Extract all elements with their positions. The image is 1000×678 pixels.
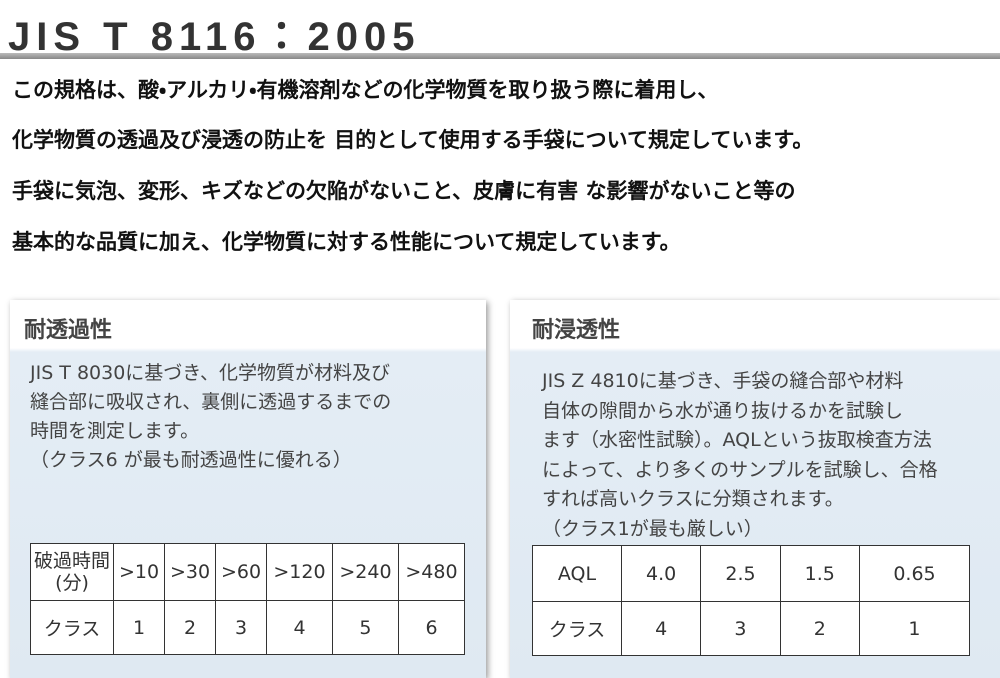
table-cell: 6: [397, 600, 466, 655]
table-cell: >10: [113, 543, 165, 601]
intro-line: この規格は、酸・アルカリ・有機溶剤などの化学物質を取り扱う際に着用し、: [12, 78, 719, 102]
cell-line: 破過時間: [33, 550, 110, 572]
table-cell: 3: [215, 600, 267, 655]
panel-text: （クラス6 が最も耐透過性に優れる）: [30, 449, 352, 471]
spec-table: AQL 4.0 2.5 1.5 0.65 クラス 4 3 2 1: [532, 545, 971, 656]
table-row: クラス 1 2 3 4 5 6: [30, 600, 466, 655]
panel: 耐透過性 JIS T 8030に基づき、化学物質が材料及び 縫合部に吸収され、裏側に…: [10, 300, 486, 678]
table-cell: >30: [164, 543, 216, 601]
table-row: クラス 4 3 2 1: [532, 601, 971, 656]
table-cell: >240: [331, 543, 399, 601]
panel-text: 自体の隙間から水が通り抜けるかを試験し: [542, 399, 904, 422]
row-header: クラス: [30, 600, 114, 655]
panel-text: ます（水密性試験）。AQLという抜取検査方法: [542, 429, 932, 451]
intro-line: 化学物質の透過及び浸透の防止を 目的として使用する手袋について規定しています。: [12, 128, 814, 152]
table-row: AQL 4.0 2.5 1.5 0.65: [532, 545, 971, 602]
table-cell: 4.0: [620, 545, 702, 602]
table-cell: 4: [620, 601, 702, 656]
table-cell: 2.5: [700, 545, 781, 602]
title-rule: [0, 53, 1000, 59]
table-cell: 1: [113, 600, 165, 655]
cell-line: (分): [55, 572, 89, 594]
panel: 耐浸透性 JIS Z 4810に基づき、手袋の縫合部や材料 自体の隙間から水が通り抜…: [510, 300, 1000, 678]
table-cell: 4: [266, 600, 333, 655]
table-cell: >120: [266, 543, 333, 601]
spec-table: 破過時間 (分) >10 >30 >60 >120 >240 >480 クラス 1 2 3 4 5 6: [30, 543, 466, 655]
panel-heading: 耐浸透性: [532, 318, 621, 343]
panel-text: 縫合部に吸収され、裏側に透過するまでの: [30, 391, 392, 413]
table-cell: >60: [215, 543, 267, 601]
panel-text: によって、より多くのサンプルを試験し、合格: [542, 458, 938, 481]
intro-line: 基本的な品質に加え、化学物質に対する性能について規定しています。: [12, 230, 681, 254]
intro-line: 手袋に気泡、変形、キズなどの欠陥がないこと、皮膚に有害 な影響がないこと等の: [12, 179, 796, 203]
row-header: AQL: [532, 545, 622, 602]
panel-heading: 耐透過性: [24, 318, 113, 343]
panel-text: 時間を測定します。: [30, 420, 200, 442]
row-header: クラス: [532, 601, 622, 656]
table-cell: 1.5: [779, 545, 860, 602]
panel-text: すれば高いクラスに分類されます。: [542, 488, 844, 510]
table-cell: 2: [164, 600, 216, 655]
table-row: 破過時間 (分) >10 >30 >60 >120 >240 >480: [30, 543, 466, 601]
row-header: 破過時間 (分): [30, 543, 114, 601]
panel-text: （クラス1が最も厳しい）: [542, 517, 763, 540]
panel-text: JIS Z 4810に基づき、手袋の縫合部や材料: [542, 370, 904, 392]
table-cell: >480: [397, 543, 466, 601]
table-cell: 5: [331, 600, 399, 655]
table-cell: 1: [858, 601, 971, 656]
table-cell: 2: [779, 601, 860, 656]
table-cell: 3: [700, 601, 781, 656]
table-cell: 0.65: [858, 545, 971, 602]
panel-text: JIS T 8030に基づき、化学物質が材料及び: [30, 362, 390, 384]
title: JIS T 8116：2005: [8, 15, 421, 59]
